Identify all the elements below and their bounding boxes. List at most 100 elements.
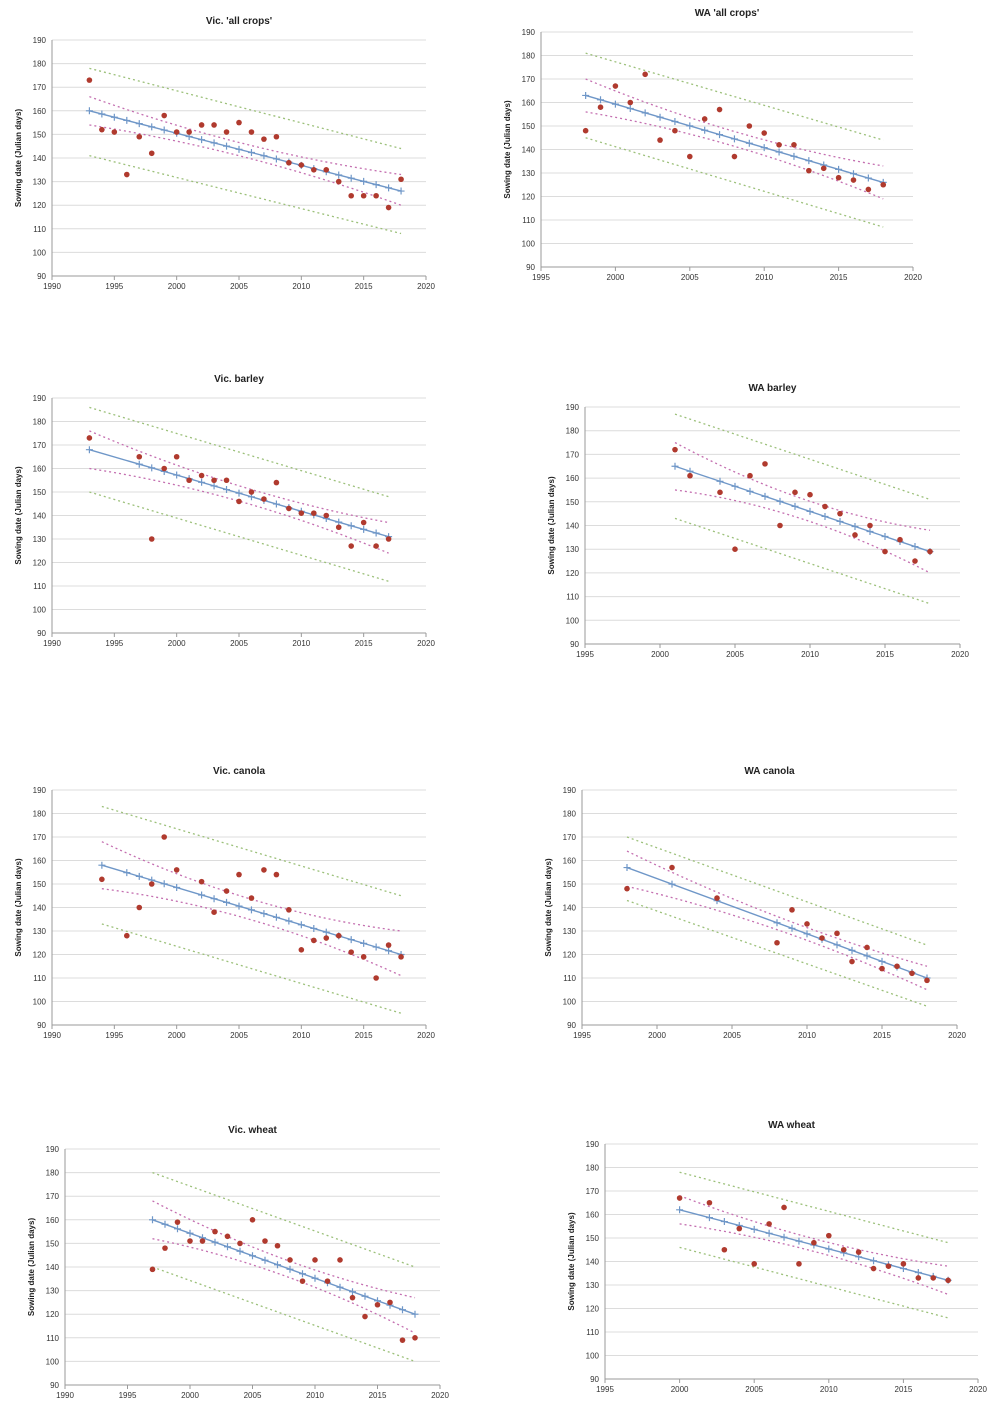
data-point [298,162,305,168]
y-tick-label: 130 [522,169,536,178]
data-point [362,1313,368,1320]
trend-marker [791,502,799,510]
x-tick-label: 2000 [168,639,186,648]
data-point [286,907,292,913]
x-tick-label: 1995 [105,282,123,291]
confidence-upper-line [674,441,931,531]
trend-marker [211,1238,219,1246]
data-point [349,1294,356,1301]
data-point [273,871,280,878]
x-tick-label: 2005 [681,273,699,282]
y-tick-label: 120 [33,559,47,568]
confidence-lower-line [674,489,931,574]
data-point [761,130,767,136]
y-tick-label: 130 [46,1287,60,1296]
y-tick-label: 140 [33,904,47,913]
trend-marker [746,487,754,495]
data-point [173,867,180,873]
trend-marker [123,116,131,124]
data-point [162,1245,168,1251]
x-tick-label: 2020 [417,639,435,648]
data-point [86,435,93,441]
prediction-lower-line [89,155,402,235]
data-point [826,1232,832,1239]
data-point [746,123,753,129]
y-axis-title: Sowing date (Julian days) [567,1212,576,1311]
data-point [398,176,404,183]
y-tick-label: 150 [522,122,536,131]
y-tick-label: 120 [33,201,47,210]
prediction-upper-line [89,67,402,150]
data-point [373,192,379,199]
y-axis-title: Sowing date (Julian days) [14,466,23,565]
y-tick-label: 110 [33,582,46,591]
data-point [717,489,723,496]
x-tick-label: 1990 [43,282,61,291]
prediction-lower-line [152,1266,416,1363]
y-tick-label: 180 [33,418,47,427]
confidence-lower-line [152,1238,416,1334]
trend-marker [730,135,738,143]
data-point [373,543,379,549]
trend-marker [372,181,380,189]
data-point [337,1257,343,1263]
data-point [387,1299,393,1306]
data-point [186,129,192,135]
data-point [373,975,379,981]
x-tick-label: 2020 [951,650,969,659]
confidence-upper-line [101,841,402,932]
trend-marker [761,492,769,500]
data-point [924,977,930,984]
y-tick-label: 170 [33,83,47,92]
data-point [796,1261,802,1267]
data-point [161,112,167,119]
data-point [852,532,858,538]
confidence-lower-line [626,885,928,991]
data-point [262,1238,268,1244]
trend-marker [795,1237,803,1245]
y-tick-label: 100 [586,1352,600,1361]
y-tick-label: 100 [563,998,577,1007]
trend-marker [148,464,156,472]
data-point [273,479,280,486]
data-point [835,174,842,181]
trend-marker [135,460,143,468]
trend-marker [336,1283,344,1291]
trend-marker [272,500,280,508]
trend-marker [85,107,93,115]
trend-marker [260,910,268,918]
data-point [261,496,267,502]
data-point [894,963,900,970]
data-point [945,1277,951,1284]
y-tick-label: 130 [563,927,577,936]
trend-marker [870,1257,878,1265]
data-point [672,127,678,134]
y-tick-label: 100 [522,240,536,249]
y-tick-label: 140 [33,512,47,521]
data-point [880,181,887,188]
x-tick-label: 2000 [651,650,669,659]
data-point [86,77,93,83]
x-tick-label: 1995 [105,639,123,648]
data-point [286,505,292,512]
trend-marker [671,118,679,126]
y-tick-label: 110 [566,593,579,602]
x-tick-label: 2015 [830,273,848,282]
trend-marker [161,1220,169,1228]
trend-marker [247,149,255,157]
trend-marker [676,1206,684,1214]
trend-marker [360,939,368,947]
data-point [248,129,255,135]
y-tick-label: 160 [33,107,47,116]
trend-marker [160,880,168,888]
data-point [223,129,230,135]
data-point [687,472,693,479]
trend-marker [671,462,679,470]
data-point [736,1225,743,1232]
y-tick-label: 90 [50,1381,59,1390]
x-tick-label: 2015 [369,1391,387,1400]
chart-wa-barley: 90 100 110 120 130 140 150 160 170 180 190 1995 2000… [547,383,969,659]
y-tick-label: 90 [37,272,46,281]
data-point [124,171,130,178]
